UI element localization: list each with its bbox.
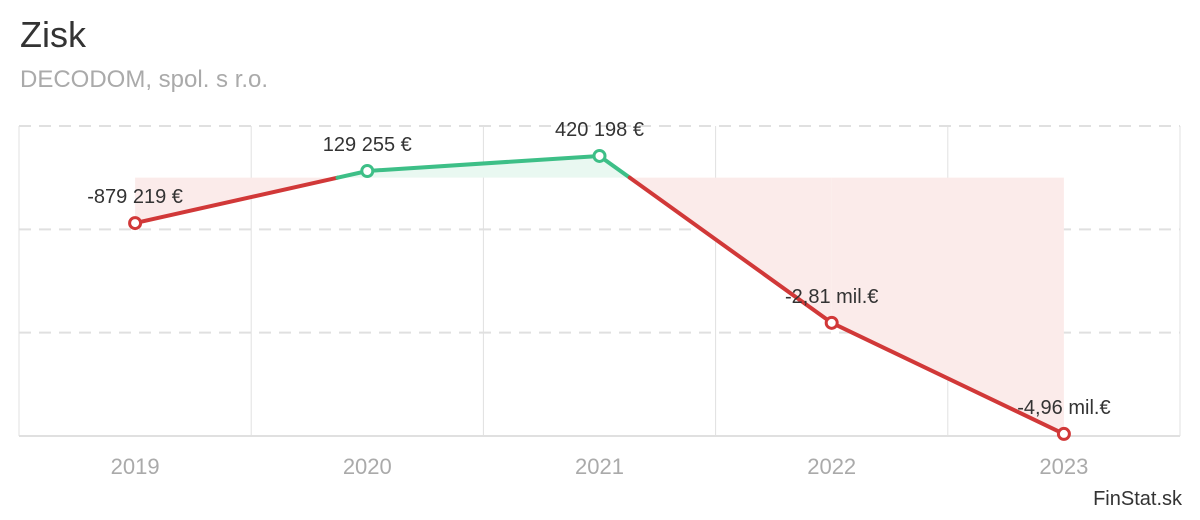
line-segment-negative — [829, 320, 1066, 436]
source-credit: FinStat.sk — [1093, 488, 1182, 510]
x-tick-label-2021: 2021 — [575, 454, 624, 479]
data-label-2020: 129 255 € — [323, 134, 412, 156]
data-labels: -879 219 € 129 255 € 420 198 € -2,81 mil.€ -… — [87, 119, 1110, 419]
area-negative — [831, 177, 1064, 434]
chart-subtitle: DECODOM, spol. s r.o. — [20, 66, 269, 93]
x-tick-label-2020: 2020 — [343, 454, 392, 479]
data-point-2022 — [824, 315, 839, 330]
data-label-2022: -2,81 mil.€ — [785, 286, 878, 308]
data-point-2019 — [128, 216, 143, 231]
x-tick-label-2022: 2022 — [807, 454, 856, 479]
data-point-2023 — [1056, 426, 1071, 441]
data-label-2023: -4,96 mil.€ — [1017, 397, 1110, 419]
data-point-2021 — [592, 148, 607, 163]
line-segment-positive — [365, 153, 602, 173]
x-axis-ticks: 2019 2020 2021 2022 2023 — [111, 454, 1089, 479]
x-tick-label-2019: 2019 — [111, 454, 160, 479]
area-fill — [135, 155, 1064, 434]
line-segment-negative — [133, 175, 340, 226]
chart-title: Zisk — [20, 14, 86, 55]
x-tick-label-2023: 2023 — [1039, 454, 1088, 479]
data-label-2021: 420 198 € — [555, 119, 644, 141]
line-segment-negative — [627, 175, 834, 325]
data-points — [128, 148, 1071, 441]
data-label-2019: -879 219 € — [87, 186, 183, 208]
data-point-2020 — [360, 163, 375, 178]
